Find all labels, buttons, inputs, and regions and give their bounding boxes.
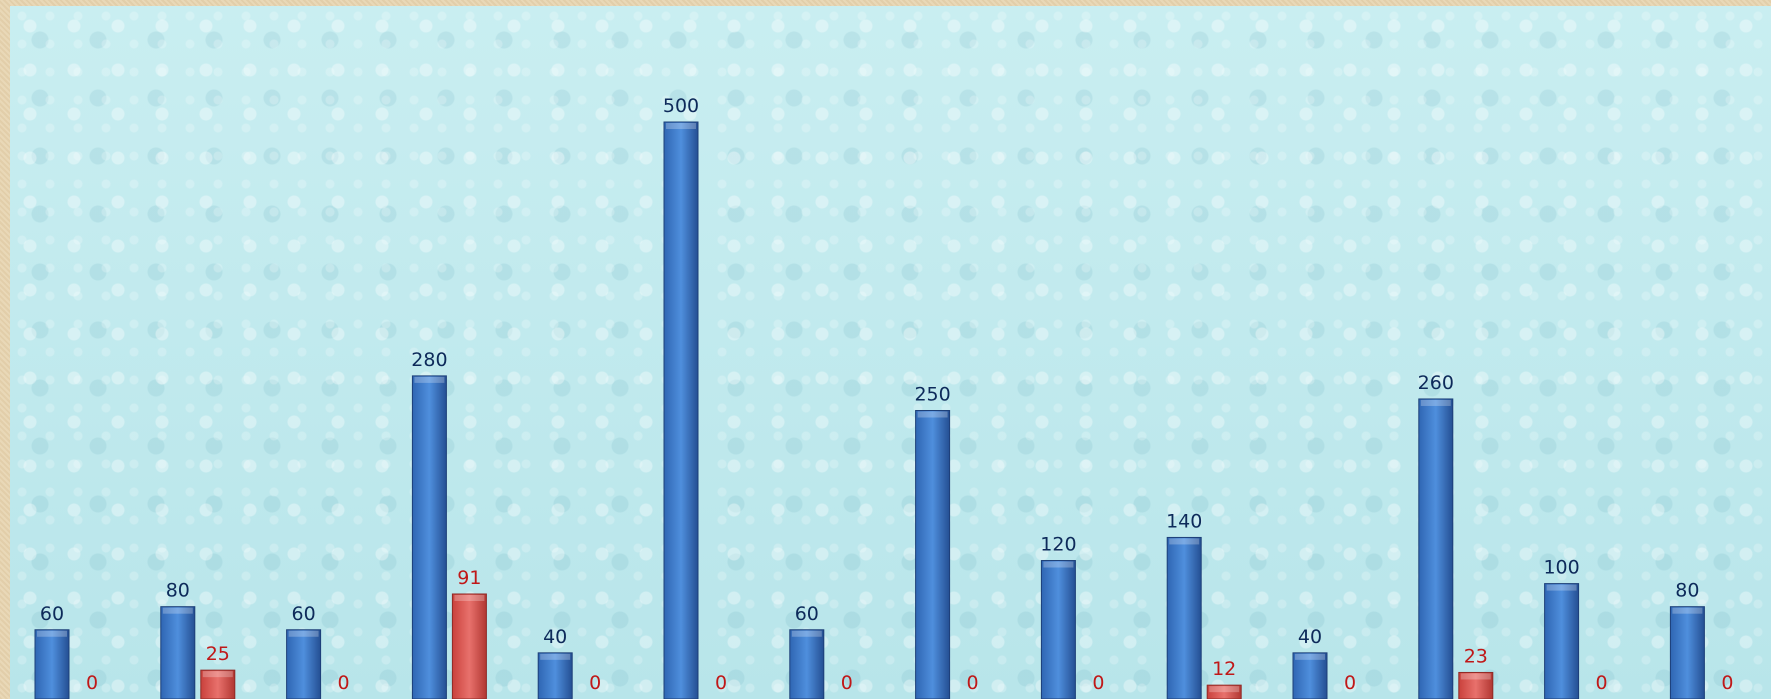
bar-a-7 — [915, 410, 951, 699]
bar-a-13 — [1669, 606, 1705, 699]
bar-a-highlight-8 — [1043, 561, 1074, 568]
data-label-bar-a-8: 120 — [1040, 534, 1076, 556]
bar-a-highlight-7 — [917, 411, 948, 418]
bar-a-highlight-10 — [1295, 653, 1325, 660]
bar-a-4 — [537, 652, 573, 699]
bar-a-12 — [1544, 583, 1580, 699]
bar-b-11 — [1458, 671, 1494, 699]
data-label-bar-b-7: 0 — [967, 672, 979, 694]
data-label-bar-a-11: 260 — [1418, 372, 1454, 394]
bar-a-highlight-11 — [1420, 399, 1451, 406]
bar-a-highlight-5 — [666, 123, 696, 129]
bar-a-highlight-6 — [791, 630, 822, 637]
data-label-bar-b-2: 0 — [338, 672, 350, 694]
bar-a-highlight-4 — [540, 653, 571, 660]
bar-a-highlight-3 — [414, 376, 445, 383]
bar-b-highlight-11 — [1460, 673, 1491, 680]
data-label-bar-b-0: 0 — [86, 672, 98, 694]
bar-a-10 — [1292, 652, 1328, 699]
data-label-bar-b-1: 25 — [206, 643, 230, 665]
bar-chart: 6080602804050060250120140402601008002509… — [34, 95, 1733, 699]
data-label-bar-b-9: 12 — [1212, 658, 1236, 680]
data-label-bar-b-6: 0 — [841, 672, 853, 694]
bar-a-0 — [34, 629, 70, 699]
data-label-bar-b-12: 0 — [1596, 672, 1608, 694]
bar-a-8 — [1040, 560, 1076, 699]
bar-a-3 — [411, 375, 447, 699]
data-label-bar-a-12: 100 — [1543, 557, 1579, 579]
data-label-bar-a-7: 250 — [914, 384, 950, 406]
data-label-bar-a-2: 60 — [292, 603, 316, 625]
data-label-bar-b-13: 0 — [1721, 672, 1733, 694]
bar-b-3 — [451, 593, 487, 699]
data-label-bar-a-0: 60 — [40, 603, 64, 625]
data-label-bar-b-4: 0 — [589, 672, 601, 694]
data-label-bar-a-9: 140 — [1166, 510, 1202, 532]
bar-b-highlight-1 — [202, 671, 233, 678]
data-label-bar-a-4: 40 — [543, 626, 567, 648]
bar-a-highlight-9 — [1169, 538, 1200, 545]
bar-a-1 — [160, 606, 196, 699]
bar-a-9 — [1166, 536, 1202, 699]
data-label-bar-a-13: 80 — [1675, 580, 1699, 602]
data-label-bar-b-10: 0 — [1344, 672, 1356, 694]
bar-a-6 — [789, 629, 825, 699]
bar-b-1 — [200, 669, 236, 699]
data-label-bar-a-1: 80 — [166, 580, 190, 602]
data-label-bar-a-6: 60 — [795, 603, 819, 625]
bar-b-highlight-9 — [1209, 686, 1240, 693]
data-label-bar-a-5: 500 — [663, 95, 699, 117]
bar-b-highlight-3 — [454, 594, 485, 601]
bar-a-highlight-0 — [37, 630, 67, 637]
bar-a-highlight-1 — [162, 607, 193, 614]
plot-area: 60 80 60 280 40 500 60 250 120 140 40 260 100 80 0 25 0 9… — [10, 6, 1771, 699]
bar-a-highlight-13 — [1672, 607, 1703, 614]
bar-a-5 — [663, 121, 699, 699]
data-label-bar-b-3: 91 — [457, 567, 481, 589]
data-label-bar-a-10: 40 — [1298, 626, 1322, 648]
bar-a-highlight-2 — [288, 630, 319, 637]
data-label-bar-b-8: 0 — [1092, 672, 1104, 694]
data-label-bar-b-5: 0 — [715, 672, 727, 694]
bar-a-11 — [1418, 398, 1454, 699]
data-label-bar-a-3: 280 — [411, 349, 447, 371]
bar-a-2 — [286, 629, 322, 699]
data-label-bar-b-11: 23 — [1464, 645, 1488, 667]
bar-a-highlight-12 — [1546, 584, 1577, 591]
